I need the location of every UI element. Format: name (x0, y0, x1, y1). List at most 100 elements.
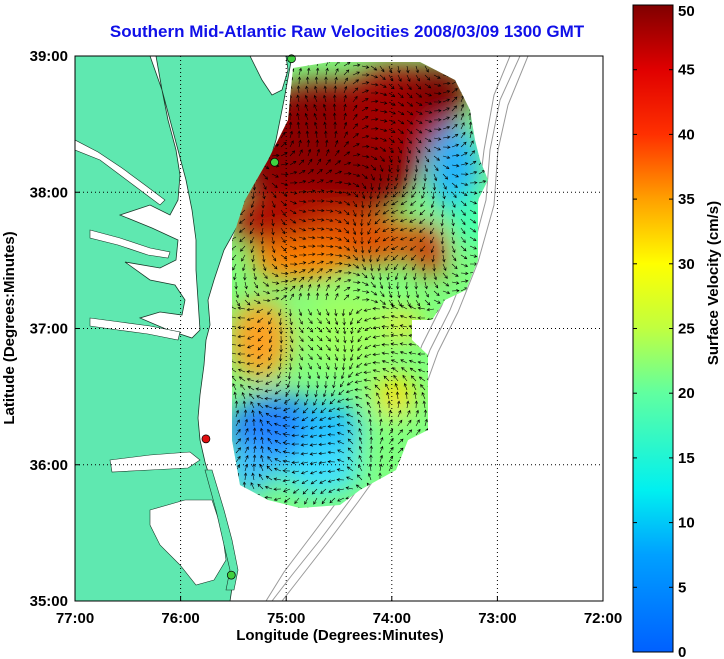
velocity-arrow (406, 290, 410, 299)
velocity-arrow (451, 114, 458, 121)
velocity-arrow (280, 295, 287, 301)
velocity-arrow (343, 103, 347, 112)
velocity-arrow (382, 218, 390, 223)
velocity-arrow (260, 236, 265, 245)
velocity-arrow (415, 101, 423, 106)
velocity-arrow (406, 155, 410, 164)
velocity-arrow (397, 419, 403, 427)
velocity-arrow (424, 281, 428, 290)
velocity-arrow (311, 488, 318, 495)
velocity-arrow (273, 406, 282, 410)
velocity-arrow (267, 446, 273, 454)
velocity-arrow (367, 409, 372, 418)
velocity-arrow (343, 182, 352, 186)
velocity-arrow (321, 497, 327, 505)
velocity-arrow (334, 362, 338, 371)
velocity-arrow (346, 413, 354, 418)
velocity-arrow (391, 367, 399, 373)
velocity-arrow (280, 191, 288, 197)
velocity-arrow (316, 218, 325, 222)
velocity-arrow (400, 245, 408, 250)
velocity-arrow (374, 384, 381, 391)
velocity-arrow (235, 299, 240, 307)
velocity-arrow (246, 317, 255, 321)
velocity-arrow (361, 155, 370, 159)
velocity-arrow (316, 179, 324, 184)
velocity-arrow (391, 305, 399, 310)
velocity-arrow (460, 236, 466, 243)
velocity-arrow (292, 416, 300, 421)
velocity-arrow (460, 218, 466, 226)
velocity-arrow (242, 400, 247, 409)
velocity-arrow (469, 209, 477, 214)
velocity-arrow (252, 418, 256, 427)
velocity-arrow (251, 191, 255, 200)
velocity-arrow (278, 362, 282, 371)
velocity-arrow (442, 126, 451, 130)
velocity-arrow (397, 429, 404, 436)
velocity-arrow (379, 146, 387, 152)
velocity-arrow (336, 458, 345, 463)
velocity-arrow (291, 460, 300, 465)
velocity-arrow (300, 461, 309, 465)
velocity-arrow (323, 103, 327, 112)
velocity-arrow (460, 122, 465, 130)
velocity-arrow (415, 137, 422, 144)
velocity-arrow (343, 263, 352, 267)
velocity-arrow (350, 335, 354, 344)
velocity-arrow (352, 95, 358, 103)
velocity-arrow (442, 281, 450, 287)
velocity-arrow (235, 438, 242, 445)
velocity-arrow (442, 191, 446, 200)
velocity-arrow (279, 344, 283, 353)
velocity-arrow (298, 269, 306, 274)
velocity-arrow (370, 182, 374, 191)
velocity-arrow (241, 254, 246, 262)
velocity-arrow (352, 200, 358, 208)
velocity-arrow (406, 410, 411, 418)
velocity-arrow (379, 164, 384, 172)
velocity-arrow (406, 400, 410, 409)
velocity-arrow (375, 200, 381, 208)
velocity-arrow (271, 153, 280, 158)
velocity-arrow (334, 269, 343, 274)
velocity-arrow (356, 353, 363, 360)
velocity-arrow (313, 398, 318, 406)
velocity-arrow (298, 353, 303, 361)
velocity-arrow (397, 65, 401, 74)
velocity-arrow (387, 400, 391, 409)
velocity-arrow (343, 227, 350, 234)
velocity-arrow (253, 290, 260, 297)
velocity-arrow (442, 164, 450, 170)
velocity-arrow (334, 285, 340, 292)
velocity-arrow (361, 298, 370, 302)
velocity-arrow (451, 200, 456, 208)
velocity-arrow (440, 209, 445, 218)
velocity-arrow (421, 254, 426, 262)
velocity-arrow (370, 164, 377, 171)
velocity-arrow (288, 112, 292, 121)
velocity-arrow (381, 351, 390, 355)
velocity-arrow (309, 461, 318, 465)
velocity-arrow (280, 131, 286, 139)
velocity-arrow (336, 431, 345, 436)
velocity-arrow (257, 483, 264, 490)
velocity-arrow (237, 316, 246, 320)
velocity-arrow (402, 374, 408, 382)
velocity-arrow (361, 73, 370, 77)
velocity-arrow (316, 344, 323, 351)
velocity-arrow (382, 368, 390, 373)
velocity-arrow (298, 199, 307, 204)
velocity-arrow (234, 400, 239, 409)
velocity-arrow (352, 280, 361, 285)
velocity-arrow (346, 476, 354, 481)
velocity-arrow (451, 153, 460, 158)
velocity-arrow (350, 344, 354, 353)
velocity-arrow (257, 402, 264, 409)
velocity-arrow (271, 218, 275, 227)
velocity-arrow (232, 254, 237, 261)
velocity-arrow (334, 76, 338, 85)
velocity-arrow (406, 419, 412, 427)
velocity-arrow (289, 285, 296, 292)
velocity-arrow (298, 292, 302, 301)
